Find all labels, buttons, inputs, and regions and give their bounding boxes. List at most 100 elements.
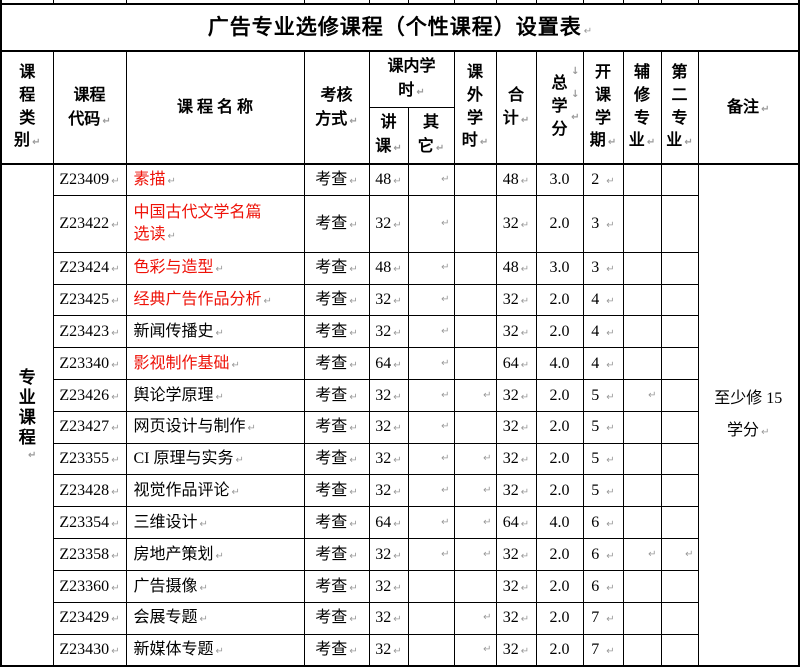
paragraph-mark-icon: ↵ — [393, 645, 402, 657]
lecture-hours: 32 — [375, 450, 392, 468]
course-code-cell: Z23424 ↵ — [52, 251, 127, 285]
assessment-method: 考查 — [315, 640, 348, 658]
paragraph-mark-icon: ↵ — [231, 487, 240, 499]
lecture-hours-cell: 32 ↵ — [368, 283, 409, 317]
paragraph-mark-icon: ↵ — [520, 264, 530, 276]
paragraph-mark-icon: ↵ — [606, 455, 615, 467]
semester-value: 6 — [591, 513, 600, 531]
paragraph-mark-icon: ↵ — [520, 359, 530, 371]
semester-value: 5 — [591, 482, 600, 500]
semester-value: 4 — [591, 323, 600, 340]
paragraph-mark-icon: ↵ — [215, 645, 224, 657]
col-header-in-class-hours: 课内学 时 ↵ — [368, 50, 455, 108]
paragraph-mark-icon: ↵ — [215, 328, 224, 339]
paragraph-mark-icon: ↵ — [606, 264, 615, 276]
course-code-cell: Z23423 ↵ — [52, 315, 127, 349]
course-name: 经典广告作品分析 — [133, 291, 262, 309]
paragraph-mark-icon: ↵ — [520, 328, 530, 339]
course-name: 视觉作品评论 — [133, 482, 230, 500]
course-name-cell: 中国古代文学名篇 选读 ↵ — [125, 195, 305, 253]
second-major-cell — [660, 410, 699, 444]
extra-hours-cell — [453, 195, 497, 253]
remark-note: 至少修 15 学分 — [714, 390, 783, 439]
credits-cell: 2.0 — [535, 195, 584, 253]
lecture-hours-cell: 32 ↵ — [368, 195, 409, 253]
total-hours: 32 — [502, 482, 519, 500]
col-header-credits: 总 学 分 ↓ ↓ ↵ — [535, 50, 584, 165]
extra-hours-cell: ↵ — [453, 601, 497, 635]
minor-major-cell — [622, 410, 662, 444]
other-hours-cell: ↵ — [407, 442, 455, 476]
semester-value: 4 — [591, 291, 600, 309]
extra-hours-cell — [453, 315, 497, 349]
minor-major-cell — [622, 474, 662, 508]
course-code: Z23422 — [59, 215, 110, 233]
paragraph-mark-icon: ↵ — [520, 114, 530, 126]
semester-cell: 5 ↵ — [582, 474, 624, 508]
course-code-cell: Z23426 ↵ — [52, 379, 127, 412]
semester-cell: 6 ↵ — [582, 538, 624, 571]
total-hours-cell: 32 ↵ — [495, 195, 537, 253]
table-row: Z23430 ↵ 新媒体专题 ↵ 考查 ↵ 32 ↵ ↵ 32 ↵ 2.0 7 ↵ — [1, 633, 799, 667]
semester-cell: 6 ↵ — [582, 506, 624, 540]
semester-cell: 3 ↵ — [582, 195, 624, 253]
total-hours: 32 — [502, 545, 519, 563]
assessment-cell: 考查 ↵ — [303, 633, 370, 667]
assessment-method: 考查 — [315, 545, 348, 563]
total-hours: 64 — [502, 354, 519, 372]
paragraph-mark-icon: ↵ — [349, 550, 358, 562]
paragraph-mark-icon: ↵ — [393, 391, 402, 403]
paragraph-mark-icon: ↵ — [111, 264, 120, 276]
table-title-cell: 广告专业选修课程（个性课程）设置表 ↵ — [0, 3, 800, 52]
other-hours-cell: ↵ — [407, 379, 455, 412]
course-name-cell: 网页设计与制作 ↵ — [125, 410, 305, 444]
second-major-cell — [660, 506, 699, 540]
col-header-minor-label: 辅 修 专 业 — [628, 64, 650, 150]
table-row: 专 业 课 程 ↵ Z23409 ↵ 素描 ↵ 考查 ↵ 48 ↵ ↵ 48 ↵ 3.0 2… — [0, 163, 800, 667]
table-row: Z23427 ↵ 网页设计与制作 ↵ 考查 ↵ 32 ↵ ↵ 32 ↵ 2.0 5 ↵ — [1, 410, 799, 444]
second-major-cell: ↵ — [660, 538, 699, 571]
semester-value: 3 — [591, 259, 600, 277]
course-code: Z23340 — [59, 354, 110, 372]
course-code-cell: Z23425 ↵ — [52, 283, 127, 317]
table-row: Z23428 ↵ 视觉作品评论 ↵ 考查 ↵ 32 ↵ ↵ ↵ 32 ↵ 2.0 5 ↵ — [1, 474, 799, 508]
course-name: CI 原理与实务 — [133, 450, 234, 468]
line-break-mark-icon: ↓ — [571, 66, 580, 77]
paragraph-mark-icon: ↵ — [102, 115, 111, 127]
credits-cell: 3.0 — [535, 251, 584, 285]
paragraph-mark-icon: ↵ — [606, 518, 615, 530]
semester-value: 3 — [591, 215, 600, 233]
lecture-hours: 32 — [375, 215, 392, 233]
course-code-cell: Z23422 ↵ — [52, 195, 127, 253]
course-code-cell: Z23429 ↵ — [52, 601, 127, 635]
paragraph-mark-icon: ↵ — [349, 264, 358, 276]
credits-value: 3.0 — [549, 259, 570, 277]
assessment-cell: 考查 ↵ — [303, 347, 370, 381]
col-header-total: 合 计 ↵ — [495, 50, 537, 165]
table-row: Z23358 ↵ 房地产策划 ↵ 考查 ↵ 32 ↵ ↵ ↵ 32 ↵ 2.0 6 ↵ ↵ … — [1, 538, 799, 571]
total-hours-cell: 32 ↵ — [495, 442, 537, 476]
assessment-cell: 考查 ↵ — [303, 251, 370, 285]
course-name: 色彩与造型 — [133, 259, 214, 277]
assessment-cell: 考查 ↵ — [303, 379, 370, 412]
second-major-cell — [660, 569, 699, 603]
semester-cell: 3 ↵ — [582, 251, 624, 285]
other-hours-cell: ↵ — [407, 347, 455, 381]
semester-cell: 5 ↵ — [582, 410, 624, 444]
assessment-method: 考查 — [315, 386, 348, 404]
other-hours-cell: ↵ — [407, 506, 455, 540]
course-name: 房地产策划 — [133, 545, 214, 563]
extra-hours-cell — [453, 410, 497, 444]
paragraph-mark-icon: ↵ — [606, 487, 615, 499]
paragraph-mark-icon: ↵ — [393, 455, 402, 467]
total-hours: 32 — [502, 418, 519, 436]
paragraph-mark-icon: ↵ — [111, 176, 120, 188]
course-name-cell: CI 原理与实务 ↵ — [125, 442, 305, 476]
credits-cell: 2.0 — [535, 442, 584, 476]
paragraph-mark-icon: ↵ — [520, 550, 530, 562]
table-row: Z23422 ↵ 中国古代文学名篇 选读 ↵ 考查 ↵ 32 ↵ ↵ 32 ↵ 2.0 3… — [1, 195, 799, 253]
paragraph-mark-icon: ↵ — [393, 176, 402, 188]
lecture-hours: 32 — [375, 640, 392, 658]
semester-cell: 5 ↵ — [582, 442, 624, 476]
total-hours: 32 — [502, 577, 519, 595]
